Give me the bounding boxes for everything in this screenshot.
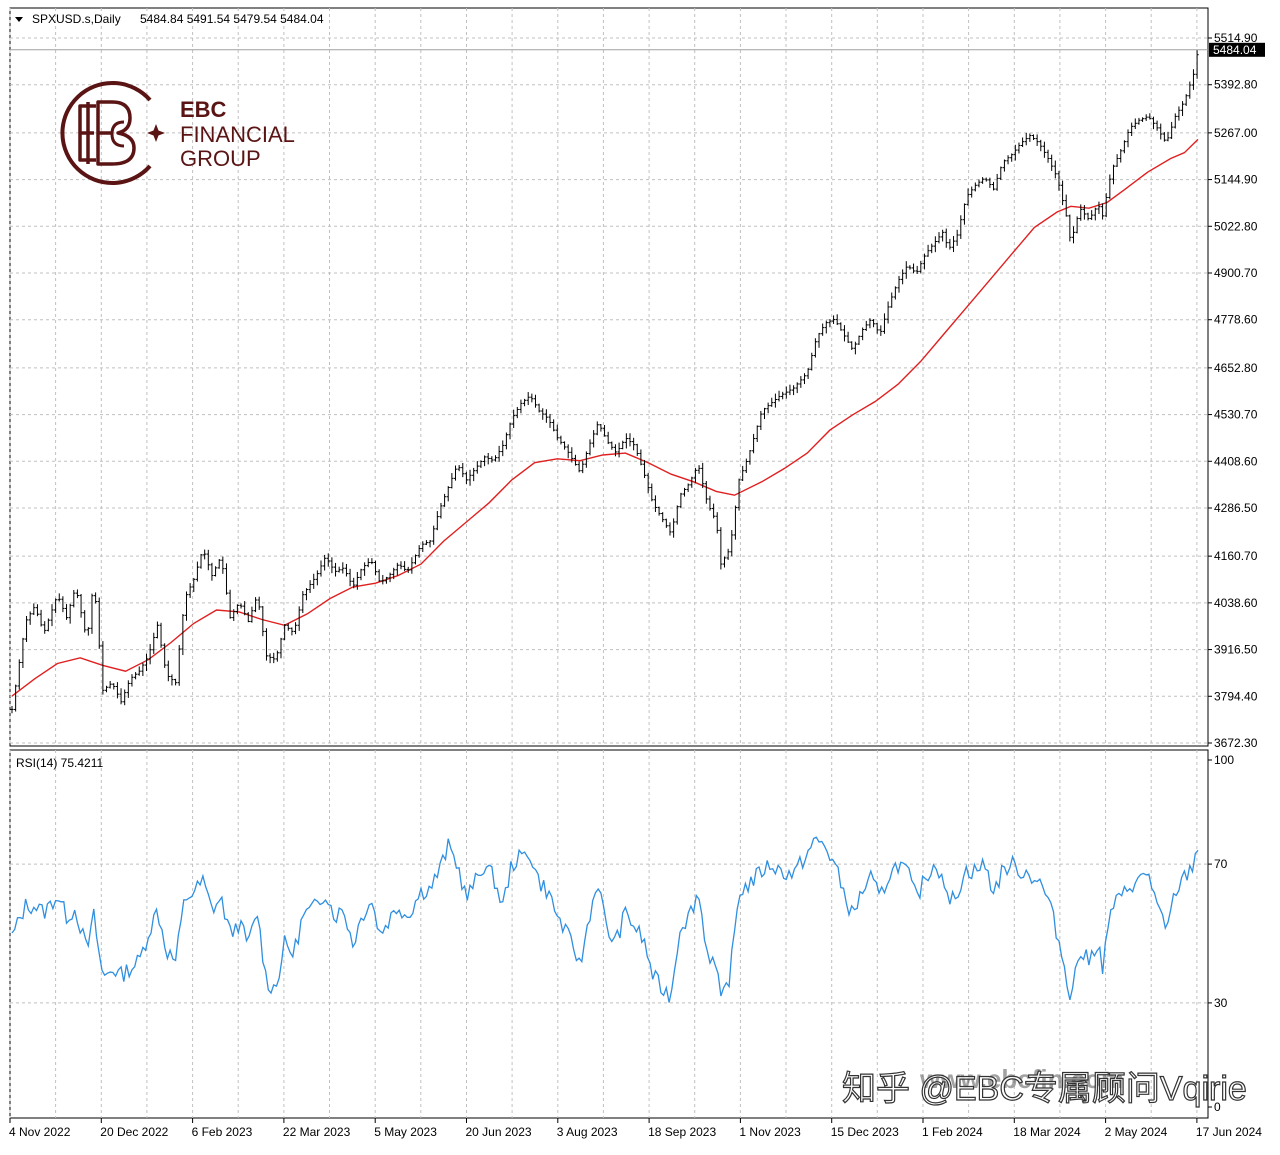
- price-tick-label: 4286.50: [1214, 501, 1258, 515]
- rsi-tick-label: 0: [1214, 1100, 1221, 1114]
- logo-star-icon: [147, 124, 165, 142]
- price-tick-label: 4652.80: [1214, 361, 1258, 375]
- logo-line3: GROUP: [180, 146, 261, 171]
- watermark-text: 知乎 @EBC专属顾问Vqirie: [842, 1070, 1247, 1108]
- logo-ring-icon: [60, 81, 152, 185]
- rsi-tick-label: 100: [1214, 753, 1234, 767]
- price-tick-label: 3794.40: [1214, 689, 1258, 703]
- time-tick-label: 2 May 2024: [1105, 1125, 1168, 1139]
- grid-lines: [9, 8, 1208, 1118]
- logo-line2: FINANCIAL: [180, 122, 295, 147]
- logo-line1: EBC: [180, 97, 227, 122]
- price-tick-label: 4778.60: [1214, 313, 1258, 327]
- price-tick-label: 5022.80: [1214, 219, 1258, 233]
- price-tick-label: 5392.80: [1214, 78, 1258, 92]
- chart-symbol: SPXUSD.s,Daily: [32, 12, 121, 26]
- price-tick-label: 4408.60: [1214, 454, 1258, 468]
- time-tick-label: 6 Feb 2023: [192, 1125, 253, 1139]
- time-tick-label: 20 Jun 2023: [466, 1125, 532, 1139]
- rsi-tick-label: 30: [1214, 996, 1228, 1010]
- price-tick-label: 3672.30: [1214, 736, 1258, 750]
- current-price-label: 5484.04: [1213, 43, 1257, 57]
- time-tick-label: 1 Feb 2024: [922, 1125, 983, 1139]
- moving-average-line: [11, 138, 1199, 697]
- price-tick-label: 3916.50: [1214, 643, 1258, 657]
- rsi-line: [11, 836, 1199, 1003]
- price-tick-label: 4038.60: [1214, 596, 1258, 610]
- logo-c-mark-icon: [110, 120, 125, 148]
- moving-average-layer: [11, 138, 1199, 697]
- price-tick-label: 5267.00: [1214, 126, 1258, 140]
- time-tick-label: 4 Nov 2022: [9, 1125, 71, 1139]
- symbol-dropdown-icon[interactable]: [15, 17, 23, 22]
- rsi-axis: 100 70 30 0: [1208, 753, 1234, 1114]
- ebc-logo: EBC FINANCIAL GROUP: [60, 81, 295, 185]
- price-tick-label: 5514.90: [1214, 31, 1258, 45]
- logo-eb-mark-icon: [78, 100, 136, 166]
- price-tick-label: 4160.70: [1214, 549, 1258, 563]
- price-tick-label: 4900.70: [1214, 266, 1258, 280]
- time-tick-label: 3 Aug 2023: [557, 1125, 618, 1139]
- price-panel: [9, 7, 1209, 747]
- rsi-tick-label: 70: [1214, 857, 1228, 871]
- watermark-url: www.ebcfin.com: [919, 1064, 1124, 1094]
- price-tick-label: 4530.70: [1214, 408, 1258, 422]
- time-tick-label: 1 Nov 2023: [739, 1125, 801, 1139]
- price-tick-label: 5144.90: [1214, 173, 1258, 187]
- rsi-title: RSI(14) 75.4211: [16, 756, 103, 770]
- price-axis: 5514.90 5392.80 5267.00 5144.90 5022.80 4900.…: [10, 31, 1265, 750]
- time-tick-label: 17 Jun 2024: [1196, 1125, 1262, 1139]
- current-price-badge: [1209, 42, 1265, 57]
- time-axis: 4 Nov 2022 20 Dec 2022 6 Feb 2023 22 Mar 20…: [9, 1118, 1262, 1139]
- price-bars-layer: [10, 49, 1199, 714]
- chart-ohlc: 5484.84 5491.54 5479.54 5484.04: [140, 12, 324, 26]
- time-tick-label: 15 Dec 2023: [831, 1125, 899, 1139]
- time-tick-label: 20 Dec 2022: [100, 1125, 168, 1139]
- time-tick-label: 18 Mar 2024: [1013, 1125, 1081, 1139]
- rsi-layer: [11, 836, 1199, 1003]
- time-tick-label: 22 Mar 2023: [283, 1125, 351, 1139]
- time-tick-label: 18 Sep 2023: [648, 1125, 716, 1139]
- time-tick-label: 5 May 2023: [374, 1125, 437, 1139]
